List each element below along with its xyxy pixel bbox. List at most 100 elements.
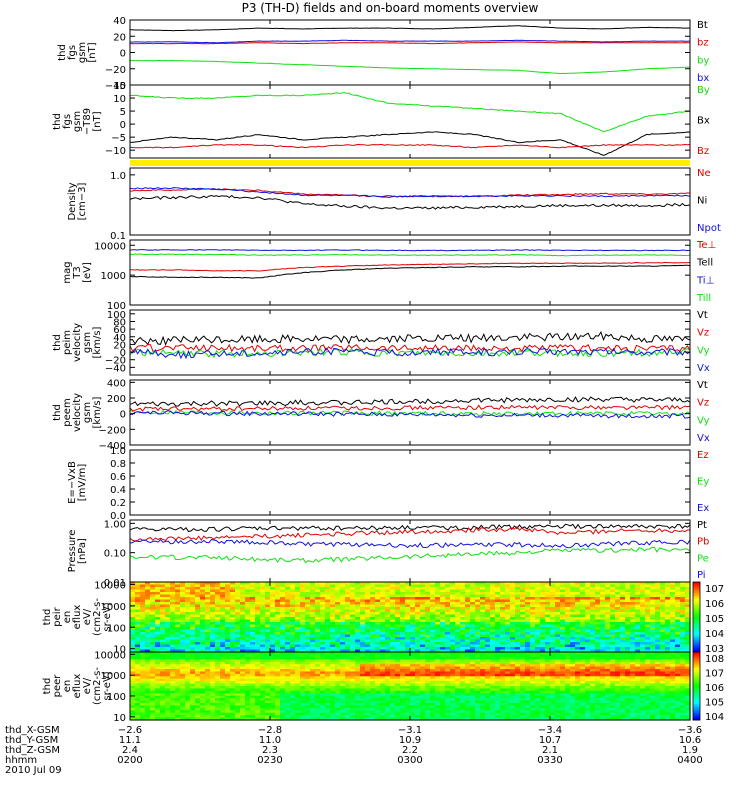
spectrogram-cell	[300, 673, 306, 677]
spectrogram-cell	[360, 632, 366, 636]
spectrogram-cell	[200, 673, 206, 677]
spectrogram-cell	[380, 698, 386, 702]
spectrogram-cell	[420, 589, 426, 593]
spectrogram-cell	[230, 703, 236, 707]
spectrogram-cell	[195, 619, 201, 623]
spectrogram-cell	[240, 589, 246, 593]
spectrogram-cell	[550, 602, 556, 606]
spectrogram-cell	[260, 686, 266, 690]
spectrogram-cell	[245, 686, 251, 690]
spectrogram-cell	[135, 647, 141, 651]
spectrogram-cell	[130, 629, 136, 633]
spectrogram-cell	[585, 612, 591, 616]
spectrogram-cell	[520, 632, 526, 636]
spectrogram-cell	[325, 594, 331, 598]
spectrogram-cell	[210, 607, 216, 611]
spectrogram-cell	[215, 707, 221, 711]
spectrogram-cell	[530, 639, 536, 643]
spectrogram-cell	[340, 614, 346, 618]
spectrogram-cell	[475, 602, 481, 606]
spectrogram-cell	[165, 654, 171, 658]
spectrogram-cell	[595, 587, 601, 591]
spectrogram-cell	[375, 669, 381, 673]
spectrogram-cell	[305, 632, 311, 636]
spectrogram-cell	[370, 659, 376, 663]
spectrogram-cell	[180, 652, 186, 656]
spectrogram-cell	[505, 604, 511, 608]
spectrogram-cell	[225, 647, 231, 651]
spectrogram-cell	[305, 664, 311, 668]
spectrogram-cell	[575, 617, 581, 621]
spectrogram-cell	[665, 639, 671, 643]
spectrogram-cell	[170, 614, 176, 618]
spectrogram-cell	[470, 592, 476, 596]
spectrogram-cell	[255, 604, 261, 608]
spectrogram-cell	[400, 634, 406, 638]
spectrogram-cell	[175, 604, 181, 608]
spectrogram-cell	[240, 656, 246, 660]
spectrogram-cell	[340, 666, 346, 670]
spectrogram-cell	[560, 587, 566, 591]
spectrogram-cell	[295, 619, 301, 623]
spectrogram-cell	[650, 604, 656, 608]
spectrogram-cell	[175, 712, 181, 716]
spectrogram-cell	[635, 634, 641, 638]
spectrogram-cell	[280, 607, 286, 611]
spectrogram-cell	[645, 644, 651, 648]
spectrogram-cell	[570, 632, 576, 636]
spectrogram-cell	[275, 584, 281, 588]
spectrogram-cell	[460, 607, 466, 611]
spectrogram-cell	[260, 604, 266, 608]
spectrogram-cell	[415, 612, 421, 616]
spectrogram-cell	[155, 602, 161, 606]
spectrogram-cell	[380, 597, 386, 601]
spectrogram-cell	[385, 676, 391, 680]
spectrogram-cell	[440, 584, 446, 588]
spectrogram-cell	[540, 644, 546, 648]
spectrogram-cell	[520, 642, 526, 646]
spectrogram-cell	[540, 589, 546, 593]
spectrogram-cell	[655, 607, 661, 611]
spectrogram-cell	[605, 584, 611, 588]
spectrogram-cell	[535, 624, 541, 628]
spectrogram-cell	[160, 647, 166, 651]
spectrogram-cell	[230, 678, 236, 682]
spectrogram-cell	[275, 639, 281, 643]
spectrogram-cell	[520, 619, 526, 623]
spectrogram-cell	[200, 629, 206, 633]
spectrogram-cell	[180, 673, 186, 677]
spectrogram-cell	[395, 622, 401, 626]
spectrogram-cell	[185, 632, 191, 636]
spectrogram-cell	[570, 604, 576, 608]
spectrogram-cell	[200, 617, 206, 621]
spectrogram-cell	[140, 644, 146, 648]
spectrogram-cell	[350, 604, 356, 608]
spectrogram-cell	[625, 637, 631, 641]
spectrogram-cell	[260, 654, 266, 658]
spectrogram-cell	[325, 622, 331, 626]
spectrogram-cell	[245, 617, 251, 621]
spectrogram-cell	[200, 656, 206, 660]
spectrogram-cell	[245, 671, 251, 675]
spectrogram-cell	[430, 619, 436, 623]
spectrogram-cell	[605, 632, 611, 636]
spectrogram-cell	[630, 639, 636, 643]
spectrogram-cell	[230, 717, 236, 721]
spectrogram-cell	[590, 582, 596, 586]
spectrogram-cell	[145, 604, 151, 608]
spectrogram-cell	[155, 612, 161, 616]
spectrogram-cell	[645, 604, 651, 608]
spectrogram-cell	[265, 693, 271, 697]
spectrogram-cell	[570, 649, 576, 653]
spectrogram-cell	[135, 649, 141, 653]
y-tick-label: 40	[113, 333, 126, 344]
spectrogram-cell	[685, 617, 691, 621]
spectrogram-cell	[340, 703, 346, 707]
spectrogram-cell	[165, 661, 171, 665]
spectrogram-cell	[150, 695, 156, 699]
spectrogram-cell	[500, 582, 506, 586]
spectrogram-cell	[675, 589, 681, 593]
y-tick-label: 0.1	[110, 231, 126, 242]
spectrogram-cell	[260, 712, 266, 716]
spectrogram-cell	[460, 629, 466, 633]
